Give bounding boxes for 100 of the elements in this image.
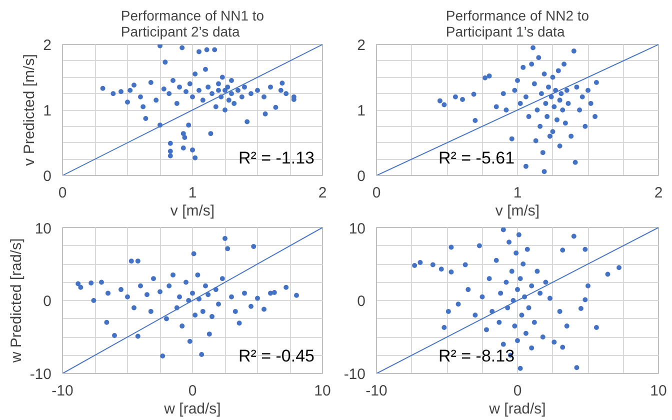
point xyxy=(542,169,547,174)
point xyxy=(248,304,254,309)
point xyxy=(272,290,277,295)
annotation: R² = -1.13 xyxy=(238,148,314,168)
point xyxy=(242,290,247,296)
point xyxy=(262,306,266,312)
y-tick-label: 0 xyxy=(357,293,366,310)
point xyxy=(158,289,162,294)
point xyxy=(568,134,574,139)
y-tick-label: 0 xyxy=(357,168,366,185)
point xyxy=(284,284,289,290)
point xyxy=(588,100,594,106)
y-tick-label: 10 xyxy=(34,220,52,238)
point xyxy=(543,100,548,106)
point xyxy=(526,114,532,120)
point xyxy=(580,94,585,100)
point xyxy=(512,88,518,93)
y-axis-title: w Predicted [rad/s] xyxy=(8,238,25,364)
point xyxy=(472,118,478,123)
point xyxy=(104,320,110,325)
point xyxy=(482,75,488,80)
point xyxy=(184,280,188,285)
y-tick-label: -10 xyxy=(344,366,366,383)
point xyxy=(190,290,195,296)
point xyxy=(552,104,557,110)
point xyxy=(151,276,156,282)
point xyxy=(106,290,110,296)
point xyxy=(191,251,196,256)
x-tick-label: 0 xyxy=(372,184,381,202)
point xyxy=(210,314,214,320)
y-tick-label: -10 xyxy=(30,366,52,383)
point xyxy=(542,71,547,76)
y-tick-label: 1 xyxy=(357,102,366,120)
x-axis-title: v [m/s] xyxy=(170,202,215,220)
point xyxy=(538,124,543,129)
point xyxy=(88,280,94,286)
point xyxy=(533,138,538,144)
point xyxy=(564,88,570,93)
point xyxy=(91,298,96,303)
x-tick-label: 2 xyxy=(318,184,327,202)
point xyxy=(200,308,206,314)
point xyxy=(518,100,523,106)
point xyxy=(76,281,81,286)
point xyxy=(560,108,566,112)
point xyxy=(160,353,166,358)
point xyxy=(170,272,176,278)
point xyxy=(437,98,442,104)
y-axis-title: v Predicted [m/s] xyxy=(21,54,38,166)
point xyxy=(452,94,458,100)
point xyxy=(125,294,130,300)
point xyxy=(180,324,185,329)
point xyxy=(206,292,211,298)
point xyxy=(494,104,499,110)
point xyxy=(99,280,104,285)
point xyxy=(132,305,136,310)
x-tick-label: 2 xyxy=(654,184,663,202)
point xyxy=(532,81,537,86)
point xyxy=(500,91,506,96)
point xyxy=(232,308,238,314)
x-tick-label: 1 xyxy=(188,184,197,202)
point xyxy=(562,62,567,67)
point xyxy=(486,73,492,78)
x-axis-title: w [rad/s] xyxy=(488,400,546,418)
point xyxy=(571,48,576,54)
point xyxy=(118,287,124,292)
point xyxy=(566,100,571,106)
annotation: R² = -8.13 xyxy=(438,346,515,366)
point xyxy=(529,62,534,67)
point xyxy=(166,283,172,288)
point xyxy=(216,302,221,307)
point xyxy=(577,108,582,112)
y-tick-label: 2 xyxy=(43,37,52,54)
point xyxy=(135,258,140,264)
x-tick-label: 10 xyxy=(314,382,331,400)
point xyxy=(582,124,588,129)
x-axis-title: v [m/s] xyxy=(495,202,540,220)
point xyxy=(255,296,260,301)
point xyxy=(520,64,526,70)
x-tick-label: 0 xyxy=(513,382,522,400)
point xyxy=(225,246,230,252)
point xyxy=(199,352,204,358)
y-tick-label: 2 xyxy=(357,37,366,54)
point xyxy=(544,114,550,120)
point xyxy=(515,78,520,84)
point xyxy=(294,292,299,298)
y-tick-label: 0 xyxy=(43,168,52,185)
point xyxy=(594,80,599,85)
x-tick-label: 1 xyxy=(513,184,522,202)
point xyxy=(236,320,242,326)
x-axis-title: w [rad/s] xyxy=(163,400,221,418)
y-tick-label: 1 xyxy=(43,102,52,120)
x-tick-label: 10 xyxy=(650,382,667,400)
point xyxy=(460,97,466,102)
point xyxy=(144,292,150,298)
y-tick-label: 10 xyxy=(348,220,366,238)
point xyxy=(128,258,134,264)
point xyxy=(206,332,212,337)
point xyxy=(78,284,84,290)
point xyxy=(538,91,544,96)
point xyxy=(574,84,580,90)
